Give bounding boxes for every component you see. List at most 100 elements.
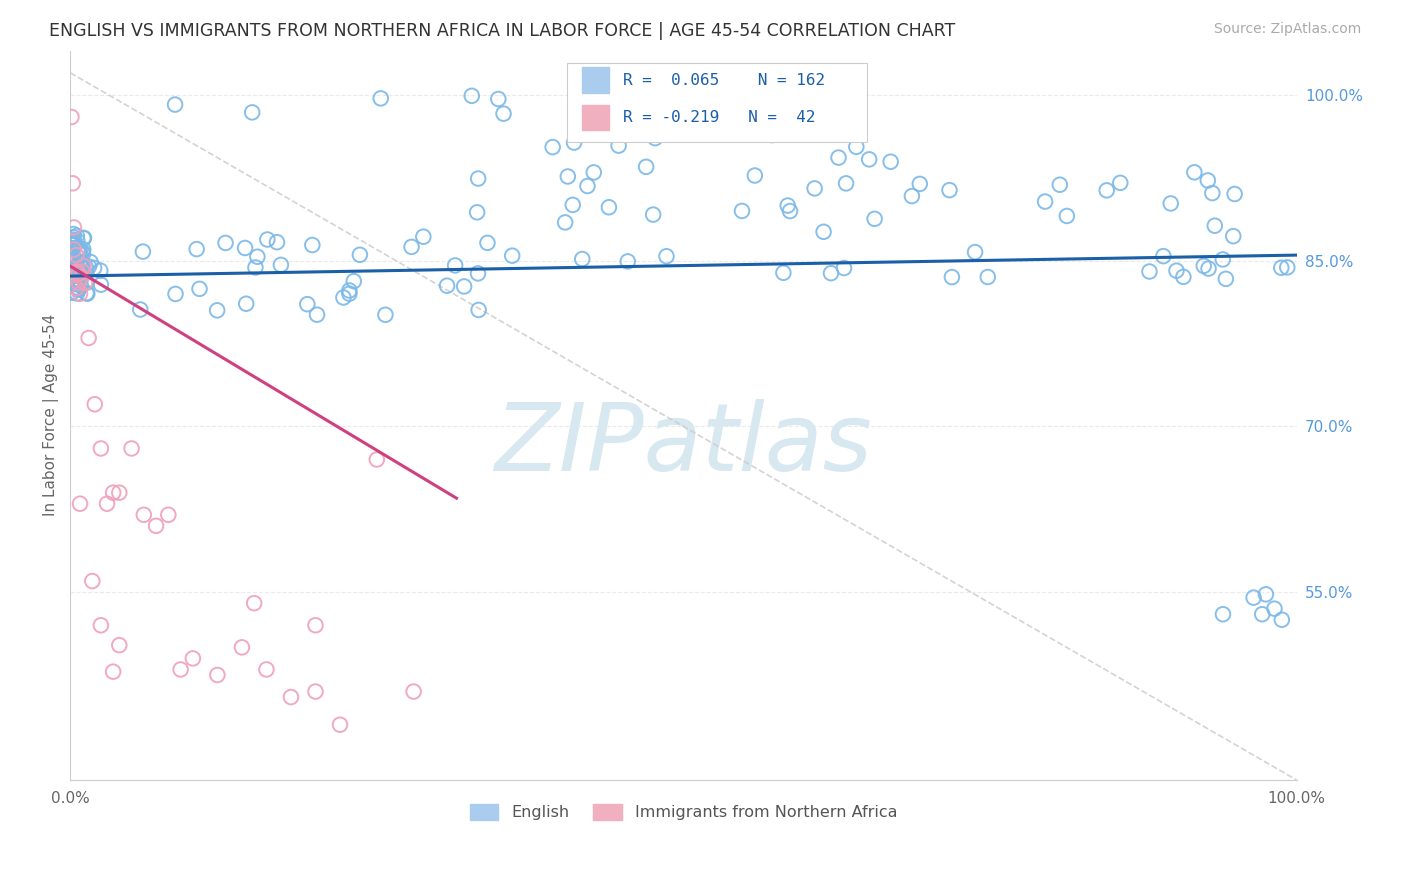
- Point: [67, 276, 90, 290]
- Point: [65, 277, 87, 291]
- Point: [67, 282, 90, 296]
- Point: [402, 684, 425, 698]
- Point: [1270, 260, 1292, 275]
- Point: [60, 250, 83, 264]
- Point: [96, 497, 118, 511]
- Point: [813, 225, 835, 239]
- Point: [643, 208, 665, 222]
- Point: [66, 264, 89, 278]
- Point: [62, 176, 84, 190]
- Point: [70, 268, 93, 282]
- Point: [245, 260, 267, 275]
- Point: [69, 255, 91, 269]
- Point: [1197, 173, 1219, 187]
- Point: [108, 638, 131, 652]
- Point: [60, 243, 83, 257]
- Point: [1033, 194, 1056, 209]
- Point: [63, 220, 86, 235]
- Point: [832, 260, 855, 275]
- Point: [60, 110, 83, 124]
- Point: [1263, 601, 1285, 615]
- Point: [901, 189, 924, 203]
- Point: [1215, 272, 1237, 286]
- Point: [1271, 613, 1294, 627]
- Point: [231, 640, 253, 655]
- Point: [655, 249, 678, 263]
- Point: [337, 286, 360, 301]
- Point: [65, 273, 87, 287]
- Point: [710, 125, 733, 139]
- Point: [453, 279, 475, 293]
- Point: [607, 138, 630, 153]
- Y-axis label: In Labor Force | Age 45-54: In Labor Force | Age 45-54: [44, 314, 59, 516]
- Point: [436, 278, 458, 293]
- Point: [845, 140, 868, 154]
- Point: [256, 663, 278, 677]
- Point: [62, 230, 84, 244]
- Point: [1095, 183, 1118, 197]
- Point: [63, 265, 86, 279]
- Point: [1222, 229, 1244, 244]
- Point: [1182, 165, 1205, 179]
- Point: [69, 248, 91, 262]
- Point: [374, 308, 396, 322]
- Point: [70, 270, 93, 285]
- Point: [83, 397, 105, 411]
- Point: [744, 169, 766, 183]
- Point: [554, 215, 576, 229]
- Point: [332, 291, 354, 305]
- Point: [169, 663, 191, 677]
- Point: [63, 275, 86, 289]
- FancyBboxPatch shape: [582, 68, 609, 93]
- Point: [835, 177, 858, 191]
- Point: [181, 651, 204, 665]
- Point: [444, 259, 467, 273]
- Point: [366, 452, 388, 467]
- Point: [69, 259, 91, 273]
- Point: [492, 106, 515, 120]
- Point: [486, 92, 509, 106]
- Point: [938, 183, 960, 197]
- Point: [571, 252, 593, 266]
- Point: [76, 276, 98, 290]
- Point: [343, 274, 366, 288]
- Point: [145, 518, 167, 533]
- Point: [79, 255, 101, 269]
- Point: [598, 200, 620, 214]
- Point: [616, 254, 638, 268]
- Point: [62, 262, 84, 277]
- Point: [477, 235, 499, 250]
- Point: [501, 249, 523, 263]
- Point: [233, 241, 256, 255]
- Point: [1251, 607, 1274, 622]
- Point: [1198, 261, 1220, 276]
- Point: [76, 286, 98, 301]
- Text: Source: ZipAtlas.com: Source: ZipAtlas.com: [1213, 22, 1361, 37]
- Point: [1223, 187, 1246, 202]
- Point: [69, 286, 91, 301]
- Point: [60, 235, 83, 249]
- Point: [1152, 249, 1174, 263]
- Point: [305, 308, 328, 322]
- Point: [67, 245, 90, 260]
- Point: [72, 242, 94, 256]
- Point: [1166, 263, 1188, 277]
- Point: [582, 165, 605, 179]
- Point: [73, 259, 96, 273]
- Point: [562, 136, 585, 150]
- Point: [70, 278, 93, 293]
- Point: [65, 281, 87, 295]
- Point: [60, 248, 83, 262]
- Point: [235, 297, 257, 311]
- Text: ZIPatlas: ZIPatlas: [495, 399, 872, 490]
- Point: [60, 268, 83, 282]
- Point: [62, 227, 84, 241]
- Point: [77, 331, 100, 345]
- Point: [301, 238, 323, 252]
- Point: [1243, 591, 1265, 605]
- Point: [73, 276, 96, 290]
- Point: [965, 245, 987, 260]
- Point: [66, 243, 89, 257]
- Point: [157, 508, 180, 522]
- Point: [62, 233, 84, 247]
